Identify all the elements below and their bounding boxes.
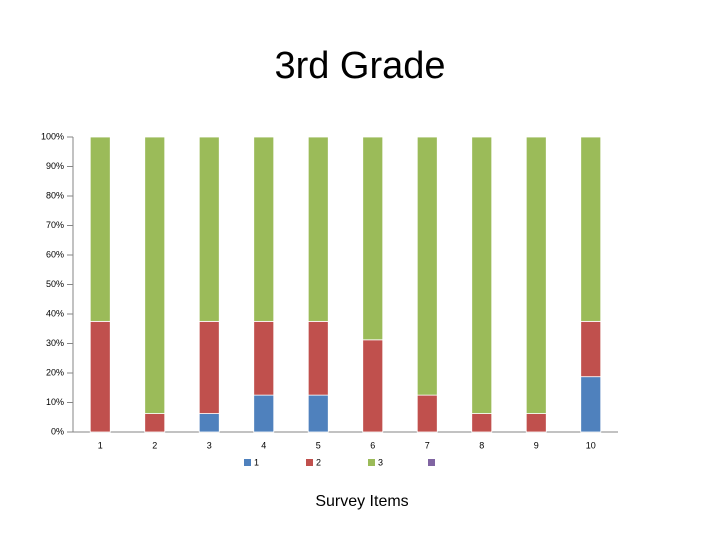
bar-segment [525,136,547,414]
bar-segment [471,413,493,433]
x-tick-label: 2 [152,440,157,450]
x-tick-label: 6 [370,440,375,450]
bar-segment [580,136,602,322]
legend-label: 1 [254,457,259,467]
bar-segment [362,339,384,433]
y-tick-label: 100% [41,131,64,141]
bar-segment [198,413,220,433]
x-axis-title: Survey Items [315,493,408,510]
x-tick-label: 4 [261,440,266,450]
y-tick-label: 60% [46,249,64,259]
bar-segment [89,136,111,322]
legend-label: 2 [316,457,321,467]
legend-label: 3 [378,457,383,467]
bar-segment [144,136,166,414]
y-tick-label: 0% [51,426,64,436]
chart-title: 3rd Grade [274,45,445,87]
y-tick-label: 70% [46,220,64,230]
bar-segment [307,394,329,433]
y-tick-label: 80% [46,190,64,200]
bar-segment [307,320,329,396]
legend-marker [368,459,375,466]
y-tick-label: 10% [46,397,64,407]
y-tick-label: 20% [46,367,64,377]
bar-segment [580,376,602,433]
bar-segment [416,394,438,433]
y-tick-label: 40% [46,308,64,318]
bar-segment [471,136,493,414]
bar-segment [307,136,329,322]
legend-marker [428,459,435,466]
x-tick-label: 9 [534,440,539,450]
bar-segment [362,136,384,341]
bar-segment [253,320,275,396]
x-tick-label: 7 [425,440,430,450]
bar-segment [198,320,220,414]
bar-segment [253,394,275,433]
legend-marker [244,459,251,466]
bar-segment [253,136,275,322]
x-tick-label: 1 [98,440,103,450]
bar-segment [525,413,547,433]
x-tick-label: 10 [586,440,596,450]
x-tick-label: 8 [479,440,484,450]
x-tick-label: 3 [207,440,212,450]
y-tick-label: 50% [46,279,64,289]
bar-segment [580,320,602,378]
x-tick-label: 5 [316,440,321,450]
legend-marker [306,459,313,466]
bar-segment [416,136,438,396]
bar-segment [144,413,166,433]
y-tick-label: 90% [46,161,64,171]
y-tick-label: 30% [46,338,64,348]
bar-segment [198,136,220,322]
bar-segment [89,320,111,433]
